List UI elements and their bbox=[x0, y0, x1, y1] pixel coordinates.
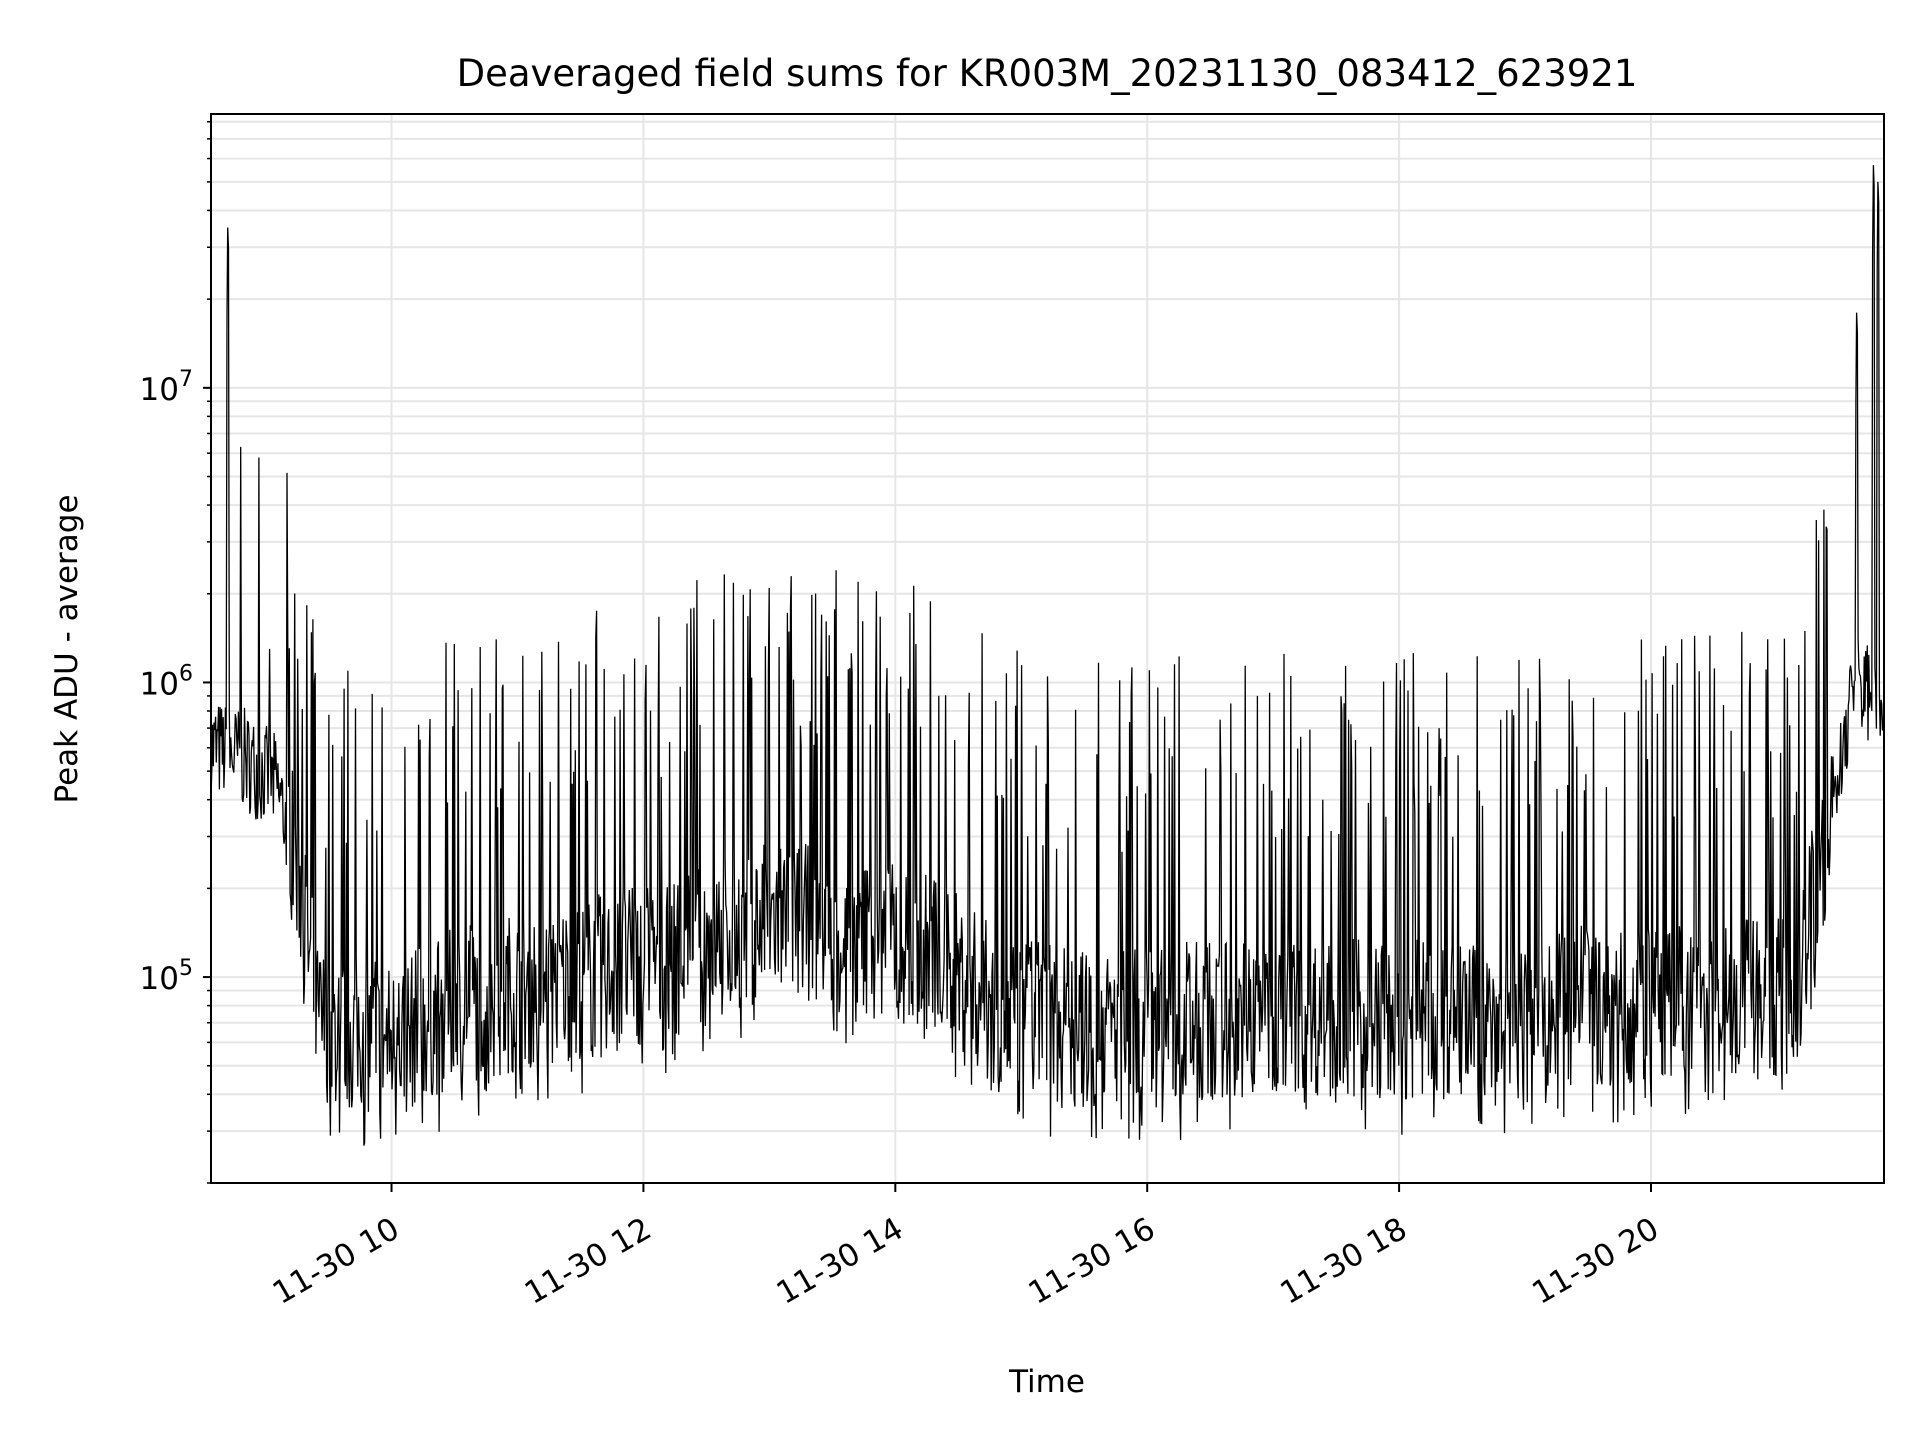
y-tick-label: 106 bbox=[140, 661, 193, 702]
chart-title: Deaveraged field sums for KR003M_2023113… bbox=[457, 52, 1638, 95]
y-tick-label: 107 bbox=[140, 367, 193, 408]
y-axis: 105 106 107 bbox=[140, 121, 211, 1184]
x-axis-label: Time bbox=[1008, 1364, 1085, 1400]
series-group bbox=[210, 165, 1885, 1146]
y-tick-label: 105 bbox=[140, 956, 193, 997]
plot-frame bbox=[210, 113, 1885, 1184]
y-axis-label: Peak ADU - average bbox=[49, 494, 85, 803]
series-line bbox=[210, 165, 1885, 1146]
